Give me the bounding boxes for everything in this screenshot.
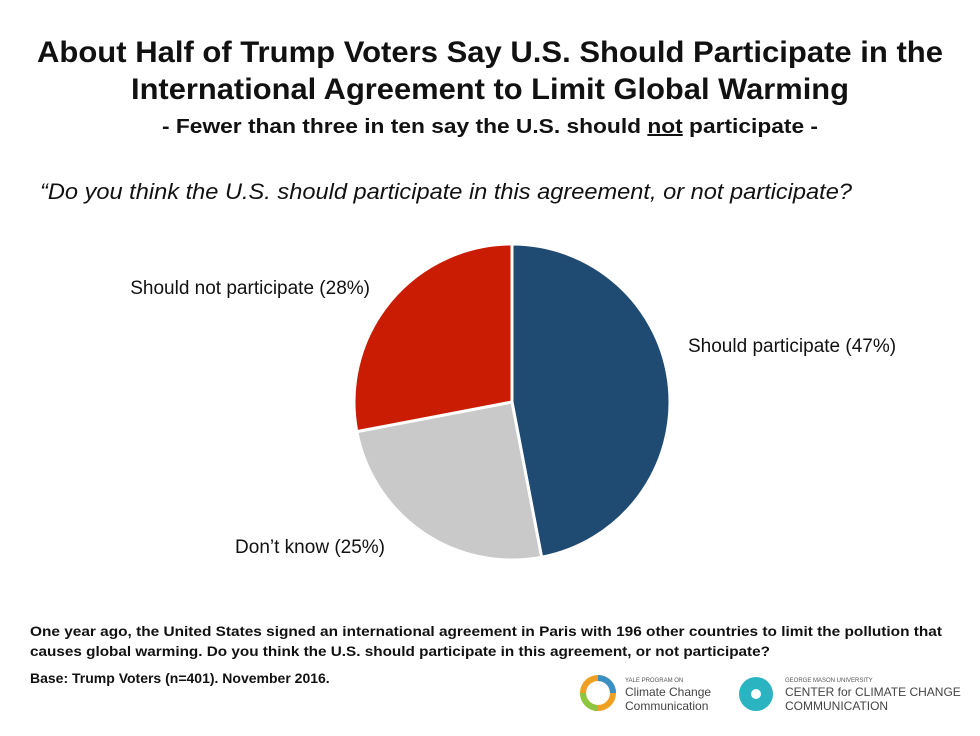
pie-slice	[352, 242, 514, 434]
logo-icon	[580, 692, 599, 711]
footnote: causes global warming. Do you think the …	[30, 643, 770, 659]
chart-title: International Agreement to Limit Global …	[131, 73, 849, 106]
footnote: One year ago, the United States signed a…	[30, 623, 942, 639]
chart-title: About Half of Trump Voters Say U.S. Shou…	[37, 36, 943, 69]
logo-text: Communication	[625, 699, 708, 713]
pie-slice	[355, 400, 544, 562]
slice-label: Should participate (47%)	[688, 336, 896, 357]
pie: Should participate (47%) Don’t know (25%)…	[130, 242, 896, 562]
logo-text: YALE PROGRAM ON	[625, 678, 683, 684]
logo-yale: YALE PROGRAM ON Climate Change Communica…	[580, 675, 711, 713]
pie-slice	[510, 242, 672, 559]
logo-text: COMMUNICATION	[785, 699, 888, 713]
logo-gmu: GEORGE MASON UNIVERSITY CENTER for CLIMA…	[739, 677, 961, 713]
subtitle-part: - Fewer than three in ten say the U.S. s…	[162, 116, 647, 138]
slice-label: Should not participate (28%)	[130, 278, 370, 299]
subtitle-part: not	[647, 116, 683, 138]
logo-text: CENTER for CLIMATE CHANGE	[785, 685, 961, 699]
subtitle-part: participate -	[683, 116, 818, 138]
logo-icon	[597, 675, 616, 694]
question: “Do you think the U.S. should participat…	[40, 179, 853, 204]
logo-text: Climate Change	[625, 685, 711, 699]
logo-icon	[751, 689, 761, 699]
subtitle: - Fewer than three in ten say the U.S. s…	[162, 116, 818, 138]
slice-label: Don’t know (25%)	[235, 537, 385, 558]
logo-text: GEORGE MASON UNIVERSITY	[785, 678, 873, 684]
base-note: Base: Trump Voters (n=401). November 201…	[30, 670, 330, 686]
